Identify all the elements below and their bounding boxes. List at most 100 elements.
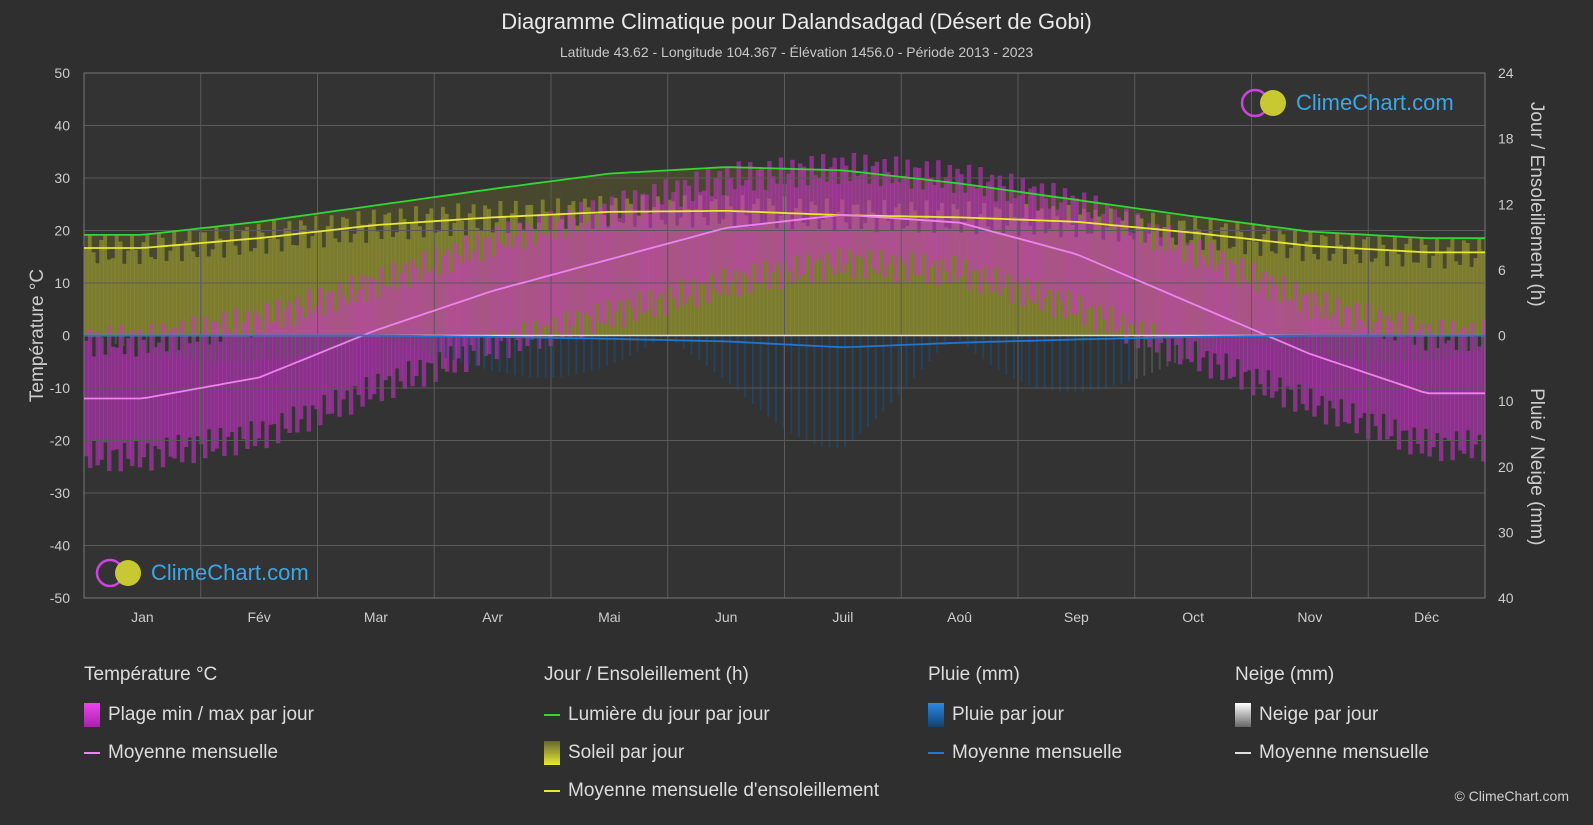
rain-bar (452, 335, 455, 361)
temp-range-bar (1323, 292, 1329, 425)
rain-bar (913, 335, 916, 378)
daylight-bar (475, 191, 480, 228)
sunshine-bar (195, 257, 200, 336)
temp-range-bar (1450, 321, 1455, 461)
temp-range-bar (456, 254, 461, 359)
temp-range-bar (1231, 264, 1237, 377)
daylight-bar (655, 171, 661, 197)
temp-range-bar (682, 180, 688, 305)
temp-range-bar (1220, 251, 1225, 381)
temp-range-bar (932, 184, 937, 261)
daylight-bar (1442, 238, 1448, 269)
temp-range-bar (1005, 200, 1010, 275)
temp-range-bar (924, 161, 930, 283)
temp-range-bar (452, 243, 457, 373)
sunshine-bar (932, 232, 937, 336)
daylight-bar (256, 222, 262, 224)
sunshine-bar (233, 245, 239, 336)
daylight-bar (648, 171, 653, 228)
sunshine-bar (939, 202, 945, 336)
snow-bar (1212, 335, 1215, 348)
temp-range-bar (636, 217, 642, 292)
rain-bar (989, 335, 992, 365)
daylight-bar (606, 174, 611, 228)
rain-bar (437, 335, 440, 356)
snow-bar (191, 335, 194, 360)
brand-logo-icon (95, 558, 141, 588)
temp-range-bar (1415, 330, 1421, 445)
legend-header: Jour / Ensoleillement (h) (544, 664, 749, 685)
daylight-bar (1139, 208, 1144, 219)
daylight-bar (487, 189, 492, 209)
snow-bar (1419, 335, 1422, 361)
temp-range-bar (690, 201, 695, 280)
rain-bar (751, 335, 754, 404)
daylight-bar (536, 183, 542, 223)
daylight-bar (168, 231, 173, 251)
daylight-bar (1177, 214, 1183, 221)
x-tick-label: Jun (715, 609, 738, 625)
daylight-bar (110, 234, 116, 259)
temp-range-bar (306, 289, 312, 432)
sunshine-bar (1412, 262, 1417, 336)
daylight-bar (463, 192, 469, 236)
temp-range-bar (1408, 315, 1413, 455)
sunshine-bar (855, 204, 860, 336)
brand-logo-top[interactable]: ClimeChart.com (1240, 88, 1454, 118)
y-left-tick-label: 50 (54, 65, 70, 81)
rain-bar (897, 335, 900, 395)
legend-label: Neige par jour (1259, 704, 1379, 725)
daylight-bar (1204, 217, 1210, 234)
temp-range-bar (1438, 320, 1444, 462)
sunshine-bar (172, 231, 177, 336)
rain-bar (582, 335, 585, 374)
sunshine-bar (1331, 253, 1336, 336)
daylight-bar (210, 227, 216, 250)
sunshine-bar (287, 221, 292, 336)
rain-bar (744, 335, 747, 398)
daylight-bar (1220, 219, 1225, 228)
y-left-tick-label: -30 (50, 485, 70, 501)
sunshine-bar (1438, 253, 1444, 336)
daylight-bar (337, 210, 342, 243)
daylight-bar (133, 234, 139, 250)
daylight-bar (91, 234, 97, 253)
temp-range-bar (709, 196, 715, 274)
daylight-bar (1035, 194, 1041, 211)
daylight-bar (502, 187, 507, 217)
rain-bar (774, 335, 777, 423)
temp-range-bar (1435, 348, 1440, 434)
temp-range-bar (1105, 204, 1110, 333)
rain-bar (590, 335, 593, 372)
temp-range-bar (997, 175, 1002, 296)
temp-range-bar (989, 174, 995, 293)
daylight-bar (1323, 232, 1329, 237)
daylight-bar (1296, 229, 1302, 245)
snow-bar (306, 335, 309, 353)
temp-range-bar (809, 156, 814, 283)
temp-range-bar (1385, 315, 1390, 440)
temp-range-bar (1335, 297, 1340, 427)
sunshine-bar (982, 203, 987, 336)
daylight-bar (325, 212, 331, 227)
temp-range-bar (621, 190, 626, 328)
daylight-bar (1128, 207, 1133, 236)
sunshine-bar (878, 215, 883, 336)
rain-bar (1066, 335, 1069, 392)
temp-range-bar (1404, 336, 1409, 431)
daylight-bar (609, 173, 615, 206)
temp-range-bar (1066, 217, 1072, 291)
temp-range-bar (897, 182, 903, 258)
daylight-bar (1438, 238, 1444, 254)
rain-bar (536, 335, 539, 378)
daylight-bar (556, 180, 561, 199)
temp-range-bar (736, 161, 741, 297)
daylight-bar (302, 215, 308, 226)
temp-range-bar (371, 279, 377, 395)
temp-range-bar (1028, 188, 1033, 299)
sunshine-bar (1435, 238, 1440, 336)
temp-range-bar (1319, 318, 1325, 396)
sunshine-bar (909, 201, 914, 336)
brand-logo-bottom[interactable]: ClimeChart.com (95, 558, 309, 588)
temp-range-bar (544, 233, 550, 325)
